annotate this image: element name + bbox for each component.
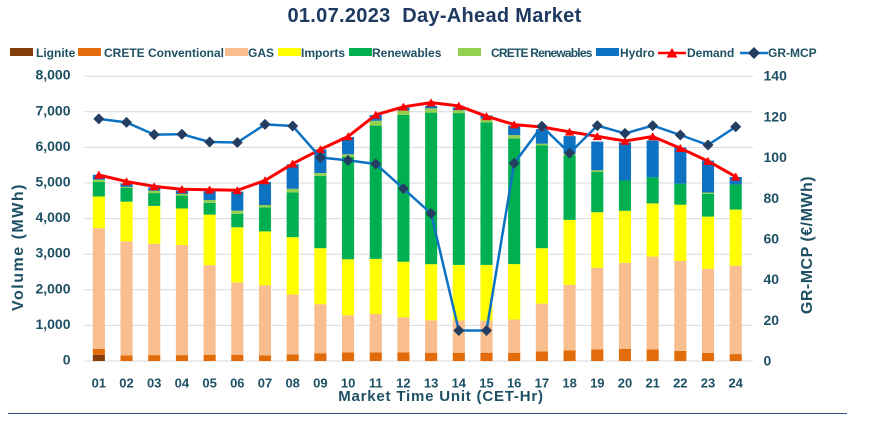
svg-text:17: 17 bbox=[535, 376, 549, 391]
svg-text:07: 07 bbox=[258, 376, 272, 391]
svg-text:02: 02 bbox=[119, 376, 133, 391]
svg-text:18: 18 bbox=[562, 376, 576, 391]
svg-text:7,000: 7,000 bbox=[35, 102, 70, 118]
svg-text:16: 16 bbox=[507, 376, 521, 391]
svg-text:120: 120 bbox=[764, 108, 788, 124]
svg-text:22: 22 bbox=[673, 376, 687, 391]
svg-text:21: 21 bbox=[645, 376, 659, 391]
svg-text:20: 20 bbox=[764, 312, 780, 328]
svg-text:01: 01 bbox=[92, 376, 106, 391]
svg-text:19: 19 bbox=[590, 376, 604, 391]
svg-text:10: 10 bbox=[341, 376, 355, 391]
svg-text:11: 11 bbox=[369, 376, 383, 391]
svg-text:15: 15 bbox=[479, 376, 493, 391]
svg-text:4,000: 4,000 bbox=[35, 209, 70, 225]
svg-text:2,000: 2,000 bbox=[35, 280, 70, 296]
svg-text:80: 80 bbox=[764, 190, 780, 206]
svg-text:60: 60 bbox=[764, 230, 780, 246]
svg-text:0: 0 bbox=[764, 353, 772, 369]
svg-text:3,000: 3,000 bbox=[35, 245, 70, 261]
svg-text:8,000: 8,000 bbox=[35, 67, 70, 83]
svg-text:14: 14 bbox=[452, 376, 467, 391]
svg-text:140: 140 bbox=[764, 68, 788, 84]
svg-text:20: 20 bbox=[618, 376, 632, 391]
svg-text:04: 04 bbox=[175, 376, 190, 391]
svg-text:6,000: 6,000 bbox=[35, 138, 70, 154]
svg-text:03: 03 bbox=[147, 376, 161, 391]
svg-text:24: 24 bbox=[728, 376, 743, 391]
svg-text:5,000: 5,000 bbox=[35, 174, 70, 190]
svg-text:23: 23 bbox=[701, 376, 715, 391]
svg-text:0: 0 bbox=[63, 352, 71, 368]
svg-text:100: 100 bbox=[764, 149, 788, 165]
svg-text:1,000: 1,000 bbox=[35, 316, 70, 332]
svg-text:12: 12 bbox=[396, 376, 410, 391]
svg-text:06: 06 bbox=[230, 376, 244, 391]
svg-text:13: 13 bbox=[424, 376, 438, 391]
svg-text:08: 08 bbox=[285, 376, 299, 391]
svg-text:05: 05 bbox=[202, 376, 216, 391]
svg-text:40: 40 bbox=[764, 271, 780, 287]
svg-text:09: 09 bbox=[313, 376, 327, 391]
